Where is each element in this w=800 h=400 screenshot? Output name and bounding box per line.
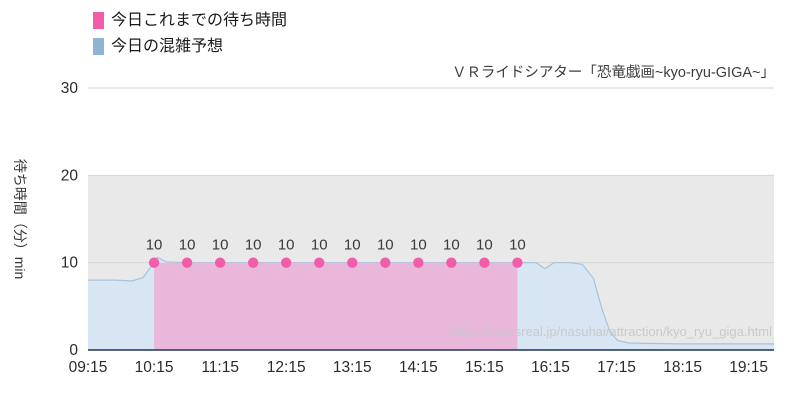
legend-item-actual: 今日これまでの待ち時間 [93,11,287,30]
forecast-line [88,256,774,345]
y-tick-label: 30 [61,80,79,97]
x-tick-label: 11:15 [201,359,239,376]
y-tick-label: 0 [69,342,78,359]
watermark-url: https://parksreal.jp/nasuhai/attraction/… [450,324,772,339]
legend-label-actual: 今日これまでの待ち時間 [111,12,288,29]
legend-label-forecast: 今日の混雑予想 [111,38,224,55]
x-tick-label: 15:15 [465,359,504,376]
chart-title: ＶＲライドシアター「恐竜戯画~kyo-ryu-GIGA~」 [451,65,775,81]
data-point-dot [512,257,523,268]
point-label: 10 [377,237,394,254]
x-tick-label: 10:15 [135,359,174,376]
point-label: 10 [476,237,493,254]
legend: 今日これまでの待ち時間 今日の混雑予想 [93,11,287,63]
legend-swatch-actual-icon [93,12,104,29]
data-point-dot [281,257,292,268]
x-tick-label: 14:15 [399,359,438,376]
data-point-dot [314,257,325,268]
x-tick-label: 16:15 [531,359,570,376]
x-tick-label: 17:15 [597,359,636,376]
data-point-dot [181,257,193,268]
point-label: 10 [311,237,328,254]
data-point-dot [148,257,160,268]
legend-swatch-forecast-icon [93,38,104,55]
y-tick-label: 10 [61,255,79,272]
legend-item-forecast: 今日の混雑予想 [93,37,287,56]
x-tick-label: 09:15 [69,359,108,376]
point-label: 10 [443,237,460,254]
data-point-dot [413,257,424,268]
data-point-dot [479,257,490,268]
actual-area [154,262,518,350]
point-label: 10 [179,237,196,254]
x-tick-label: 13:15 [333,359,372,376]
point-label: 10 [245,237,262,254]
point-label: 10 [344,237,361,254]
y-axis-title: 待ち時間（分）min [12,158,28,280]
point-label: 10 [212,237,229,254]
point-label: 10 [509,237,526,254]
y-tick-label: 20 [61,167,79,184]
point-label: 10 [146,237,163,254]
data-point-dot [247,257,259,268]
x-tick-label: 12:15 [267,359,306,376]
data-point-dot [214,257,226,268]
point-label: 10 [410,237,427,254]
point-label: 10 [278,237,295,254]
data-point-dot [347,257,358,268]
x-tick-label: 19:15 [729,359,768,376]
data-point-dot [446,257,457,268]
data-point-dot [380,257,391,268]
x-tick-label: 18:15 [663,359,702,376]
